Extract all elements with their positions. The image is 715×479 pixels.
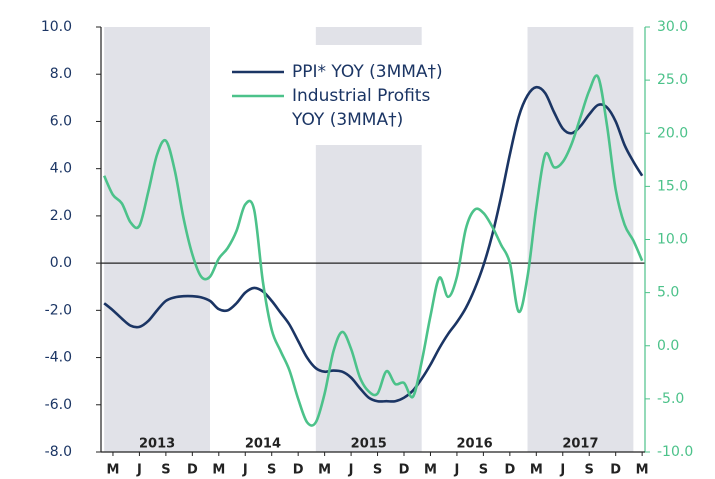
x-tick-label: S [585,463,594,478]
shaded-band [104,27,211,452]
x-tick-label: D [399,463,410,478]
y2-tick-label: 15.0 [657,178,688,194]
x-tick-label: M [318,463,331,478]
y2-tick-label: -5.0 [657,391,684,407]
y2-tick-label: 30.0 [657,19,688,35]
y2-tick-label: 25.0 [657,72,688,88]
y2-tick-label: 10.0 [657,232,688,248]
y2-tick-label: -10.0 [657,444,693,460]
y2-tick-label: 20.0 [657,125,688,141]
y2-tick-label: 0.0 [657,338,679,354]
x-tick-label: J [348,463,354,478]
year-label: 2014 [245,437,281,452]
shaded-band [527,27,634,452]
x-tick-label: M [106,463,119,478]
y-tick-label: -8.0 [45,444,72,460]
year-label: 2016 [457,437,493,452]
y-tick-label: 0.0 [50,255,72,271]
x-tick-label: J [454,463,460,478]
x-tick-label: S [373,463,382,478]
y-tick-label: 6.0 [50,113,72,129]
y-tick-label: 10.0 [41,19,72,35]
x-tick-label: M [530,463,543,478]
series-line [102,74,644,427]
y2-tick-label: 5.0 [657,285,679,301]
x-tick-label: M [424,463,437,478]
x-tick-label: M [636,463,649,478]
year-label: 2015 [351,437,387,452]
series-line [103,85,644,403]
x-tick-label: S [479,463,488,478]
y-tick-label: -4.0 [45,350,72,366]
y-tick-label: 2.0 [50,208,72,224]
x-tick-label: J [559,463,565,478]
x-tick-label: S [161,463,170,478]
x-tick-label: J [242,463,248,478]
y-tick-label: -2.0 [45,302,72,318]
x-tick-label: S [267,463,276,478]
y-tick-label: 8.0 [50,66,72,82]
legend-label: PPI* YOY (3MMA†) [292,62,443,82]
x-tick-label: D [187,463,198,478]
year-label: 2013 [139,437,175,452]
legend-label: Industrial Profits YOY (3MMA†) [291,86,430,130]
x-tick-label: J [136,463,142,478]
y-tick-label: 4.0 [50,161,72,177]
year-label: 2017 [562,437,598,452]
x-tick-label: D [504,463,515,478]
x-tick-label: M [212,463,225,478]
x-tick-label: D [293,463,304,478]
y-tick-label: -6.0 [45,397,72,413]
x-tick-label: D [610,463,621,478]
